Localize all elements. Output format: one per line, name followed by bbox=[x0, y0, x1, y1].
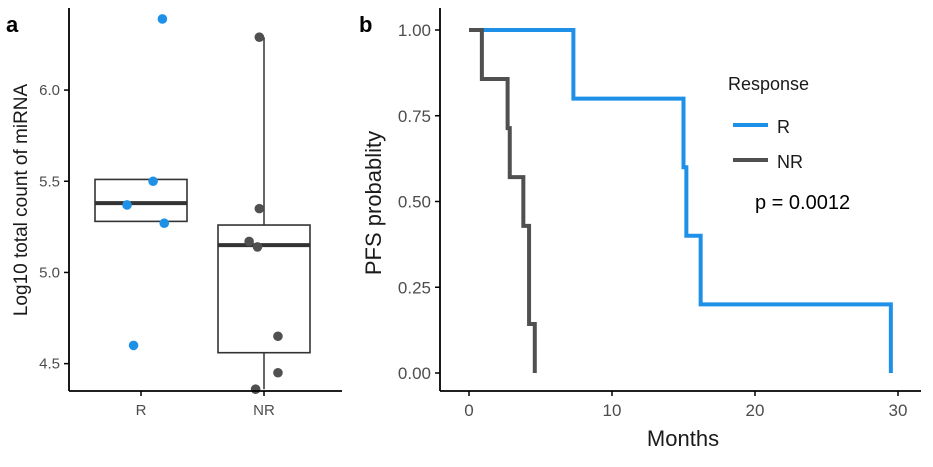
b-x-tick-label: 10 bbox=[603, 401, 622, 420]
panel-b-survival: b 0.00 0.25 0.50 0.75 1.00 0 10 20 30 PFS proba… bbox=[359, 8, 921, 451]
a-y-tick-label: 5.5 bbox=[39, 173, 60, 190]
panel-a-axes bbox=[68, 8, 342, 392]
a-x-tick-label: R bbox=[136, 402, 147, 419]
box-r bbox=[94, 178, 188, 223]
point-nr bbox=[254, 32, 265, 42]
point-nr bbox=[254, 203, 265, 214]
panel-label-b: b bbox=[359, 12, 372, 37]
panel-label-a: a bbox=[6, 12, 19, 37]
series-line-r bbox=[469, 28, 893, 373]
panel-b-x-ticks: 0 10 20 30 bbox=[464, 391, 907, 420]
panel-b-y-ticks: 0.00 0.25 0.50 0.75 1.00 bbox=[398, 21, 440, 383]
a-y-tick-label: 4.5 bbox=[39, 356, 60, 373]
b-x-tick-label: 30 bbox=[889, 401, 908, 420]
point-nr bbox=[273, 367, 283, 378]
legend-title: Response bbox=[728, 74, 809, 94]
b-y-tick-label: 0.75 bbox=[398, 107, 431, 126]
b-x-tick-label: 20 bbox=[746, 401, 765, 420]
point-r bbox=[122, 200, 132, 210]
point-r bbox=[128, 340, 139, 351]
b-y-tick-label: 0.50 bbox=[398, 193, 431, 212]
point-nr bbox=[252, 242, 263, 252]
point-nr bbox=[244, 236, 254, 247]
b-x-tick-label: 0 bbox=[464, 401, 473, 420]
panel-b-series-lines bbox=[469, 28, 893, 373]
b-y-tick-label: 0.25 bbox=[398, 278, 431, 297]
a-x-tick-label: NR bbox=[253, 402, 275, 419]
box-nr bbox=[217, 37, 311, 390]
a-y-tick-label: 6.0 bbox=[39, 82, 60, 99]
panel-b-y-axis-title: PFS probablity bbox=[361, 131, 386, 275]
panel-a-points bbox=[122, 14, 283, 394]
point-nr bbox=[250, 384, 261, 394]
a-y-tick-label: 5.0 bbox=[39, 264, 60, 281]
panel-b-axes bbox=[439, 8, 921, 392]
panel-a-boxes bbox=[94, 37, 311, 390]
point-r bbox=[159, 218, 170, 229]
panel-a-y-ticks: 4.5 5.0 5.5 6.0 bbox=[39, 82, 69, 373]
point-r bbox=[157, 14, 168, 24]
panel-a-y-axis-title: Log10 total count of miRNA bbox=[11, 84, 32, 317]
legend-label-r: R bbox=[777, 117, 790, 137]
p-value-annotation: p = 0.0012 bbox=[755, 192, 850, 214]
panel-a-boxplot: a 4.5 5.0 5.5 6.0 R NR Log10 total count of … bbox=[6, 8, 342, 419]
b-y-tick-label: 0.00 bbox=[398, 364, 431, 383]
b-y-tick-label: 1.00 bbox=[398, 21, 431, 40]
box-iqr bbox=[94, 178, 188, 223]
legend-label-nr: NR bbox=[777, 152, 803, 172]
series-line-nr bbox=[469, 28, 537, 373]
point-r bbox=[148, 176, 158, 187]
panel-b-x-axis-title: Months bbox=[647, 426, 719, 451]
panel-b-legend: Response R NR bbox=[728, 74, 809, 172]
panel-a-x-ticks: R NR bbox=[136, 391, 275, 419]
point-nr bbox=[273, 331, 283, 342]
